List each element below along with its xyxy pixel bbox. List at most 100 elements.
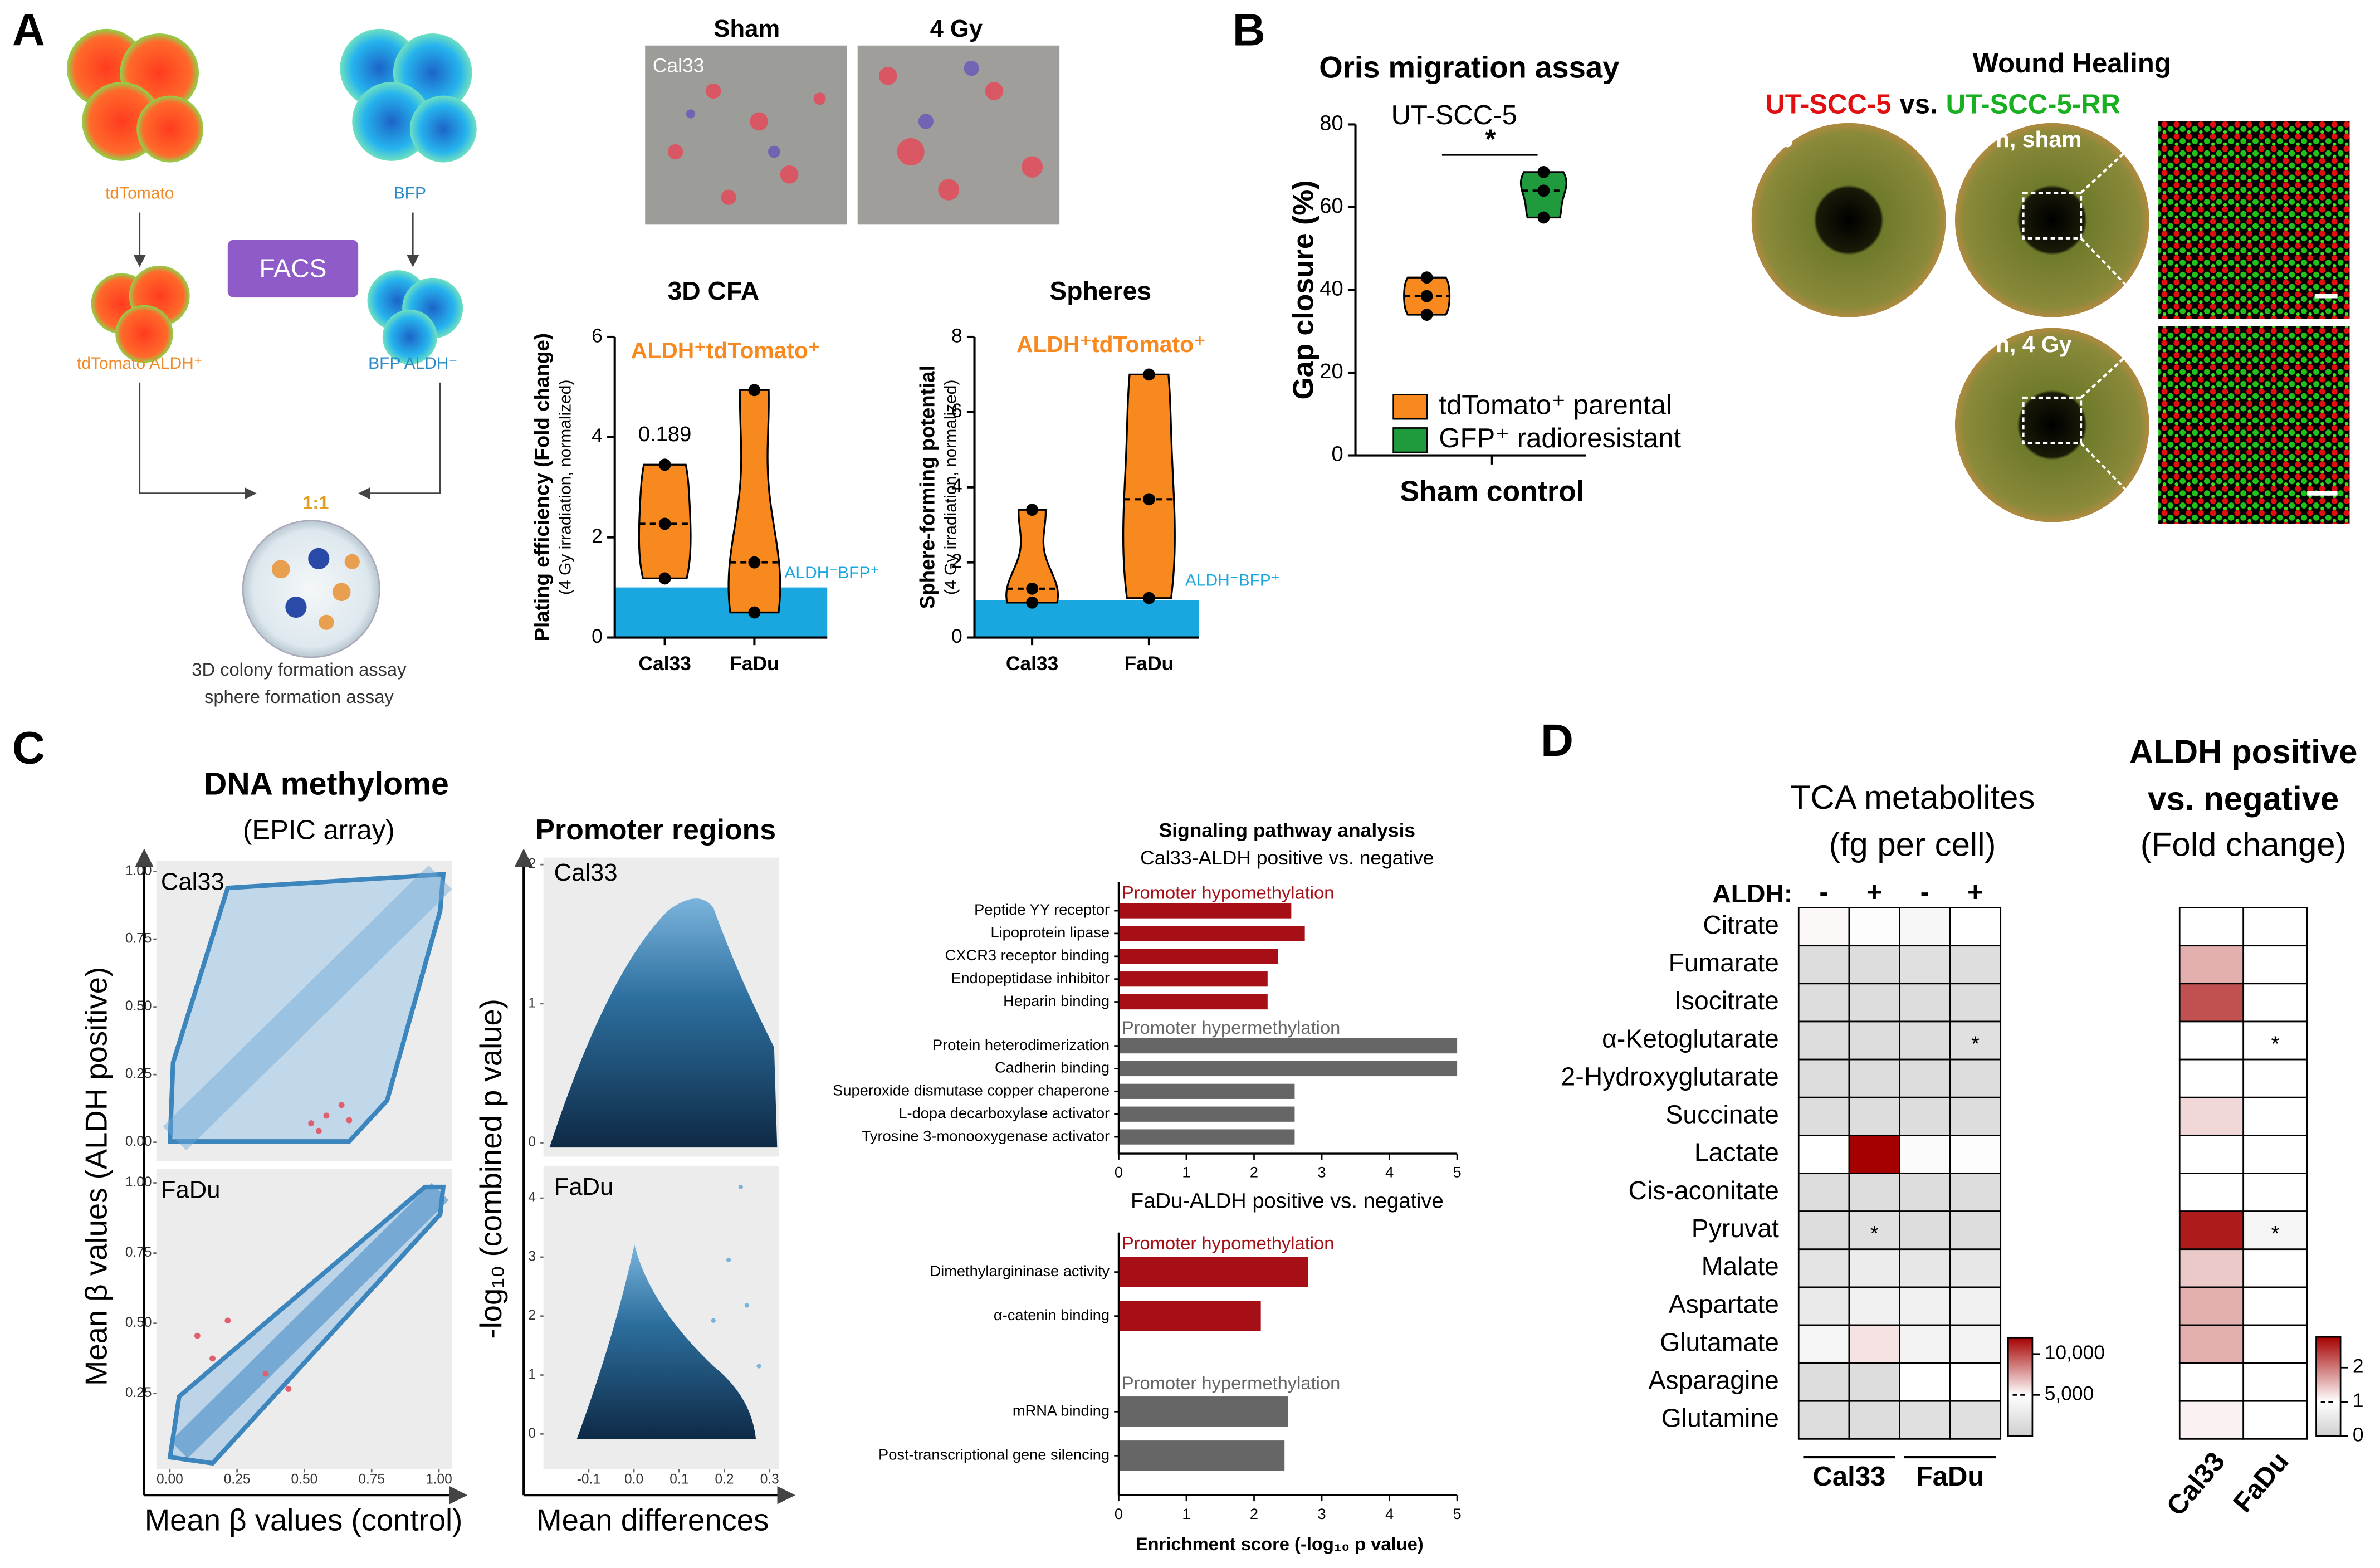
heatmap-cell bbox=[1899, 1210, 1951, 1251]
heatmap-cell bbox=[1899, 1173, 1951, 1212]
image-title: 4 Gy bbox=[930, 16, 983, 42]
data-point bbox=[1143, 368, 1155, 381]
heatmap-cell bbox=[1899, 1248, 1951, 1288]
group-label: Promoter hypomethylation bbox=[1122, 1233, 1335, 1253]
category-label: Endopeptidase inhibitor bbox=[951, 969, 1110, 986]
cell-cluster-blue bbox=[367, 270, 463, 365]
x-tick-label: 3 bbox=[1317, 1505, 1326, 1522]
y-tick-label: 2 bbox=[592, 525, 603, 547]
heatmap-cell bbox=[1848, 1362, 1900, 1402]
y-axis-label: (4 Gy irradiation, normalized) bbox=[556, 380, 574, 595]
x-tick-label: 0 bbox=[1115, 1164, 1123, 1181]
heatmap-cell bbox=[1949, 1248, 2002, 1288]
arrow bbox=[139, 382, 257, 500]
data-point bbox=[1420, 309, 1433, 321]
y-tick-label: 0.25 bbox=[125, 1385, 152, 1400]
x-tick-label: 2 bbox=[1250, 1164, 1258, 1181]
image-label: d 0 bbox=[1761, 126, 1793, 152]
zoom-box bbox=[2022, 192, 2083, 240]
heatmap-cell bbox=[1899, 907, 1951, 947]
bar bbox=[1118, 1396, 1288, 1427]
annotation: ALDH⁺tdTomato⁺ bbox=[1016, 331, 1206, 357]
colorbar-label: 1 bbox=[2353, 1389, 2364, 1411]
image-label: 24 h, sham bbox=[1964, 126, 2081, 152]
y-tick-label: 0.50 bbox=[125, 1315, 152, 1330]
y-tick-label: 6 bbox=[592, 324, 603, 346]
y-tick-label: 3 bbox=[528, 1249, 536, 1264]
category-label: Protein heterodimerization bbox=[932, 1036, 1110, 1053]
y-tick-label: 60 bbox=[1319, 194, 1343, 218]
y-tick-label: 80 bbox=[1319, 111, 1343, 135]
bar bbox=[1118, 903, 1292, 919]
bar bbox=[1118, 1083, 1295, 1099]
category-label: Peptide YY receptor bbox=[974, 901, 1110, 918]
row-label: Succinate bbox=[1665, 1100, 1778, 1129]
y-tick-label: 4 bbox=[528, 1190, 536, 1205]
x-tick-label: FaDu bbox=[1125, 652, 1174, 675]
y-tick-label: 4 bbox=[951, 475, 962, 497]
panel-title: FaDu-ALDH positive vs. negative bbox=[1131, 1189, 1444, 1213]
panel-label: FaDu bbox=[554, 1174, 614, 1200]
column-header: ALDH: bbox=[1712, 879, 1792, 908]
highlight-points bbox=[308, 1102, 353, 1134]
data-point bbox=[748, 384, 761, 397]
x-tick-label: -0.1 bbox=[577, 1472, 600, 1487]
cell-cluster-red bbox=[91, 265, 190, 363]
baseline-label: ALDH⁻BFP⁺ bbox=[1185, 571, 1280, 590]
image-label: Cal33 bbox=[653, 54, 705, 76]
bar bbox=[1118, 1301, 1261, 1331]
heatmap-cell bbox=[2242, 1058, 2308, 1098]
bar bbox=[1118, 1129, 1295, 1145]
annotation: ALDH⁺tdTomato⁺ bbox=[631, 338, 820, 363]
heatmap-cell bbox=[2242, 1134, 2308, 1174]
heatmap-cell bbox=[1949, 1173, 2002, 1212]
heatmap-cell bbox=[2178, 1286, 2245, 1326]
legend-label: GFP⁺ radioresistant bbox=[1439, 423, 1681, 453]
heatmap-cell bbox=[2178, 1134, 2245, 1174]
panel-label: Cal33 bbox=[554, 859, 618, 886]
label: tdTomato ALDH⁺ bbox=[77, 354, 203, 373]
label: BFP bbox=[394, 184, 426, 203]
cells bbox=[668, 61, 1043, 205]
highlight-points bbox=[194, 1317, 292, 1392]
column-label: - bbox=[1819, 877, 1828, 907]
y-tick-label: 1 bbox=[528, 1367, 536, 1382]
heatmap-cell bbox=[1949, 1286, 2002, 1326]
heatmap-cell bbox=[1949, 983, 2002, 1023]
label: 1:1 bbox=[302, 492, 329, 512]
scatter-points bbox=[711, 1184, 761, 1369]
heatmap-cell bbox=[1848, 1058, 1900, 1098]
heatmap-cell bbox=[1797, 1096, 1850, 1136]
chart-title: vs. negative bbox=[2148, 780, 2339, 818]
y-tick-label: 0 bbox=[1332, 442, 1343, 466]
bar bbox=[1118, 994, 1268, 1010]
y-tick-label: 6 bbox=[951, 399, 962, 422]
row-label: Citrate bbox=[1703, 910, 1778, 939]
cell-cluster-red bbox=[66, 28, 204, 163]
legend-swatch bbox=[1392, 394, 1428, 420]
label: BFP ALDH⁻ bbox=[368, 354, 457, 373]
bar bbox=[1118, 926, 1305, 941]
data-point bbox=[1537, 165, 1550, 178]
y-axis-label: Mean β values (ALDH positive) bbox=[80, 967, 114, 1386]
chart-title: 3D CFA bbox=[667, 276, 759, 305]
x-tick-label: Cal33 bbox=[1006, 652, 1058, 675]
y-tick-label: 0 bbox=[528, 1135, 536, 1150]
heatmap-cell bbox=[1848, 1096, 1900, 1136]
panel-letter: A bbox=[12, 5, 45, 56]
chart-title: Promoter regions bbox=[536, 813, 776, 846]
heatmap-cell bbox=[1949, 945, 2002, 985]
panel-label: FaDu bbox=[161, 1177, 221, 1204]
well bbox=[1954, 123, 2149, 317]
category-label: Dimethylargininase activity bbox=[930, 1262, 1110, 1279]
panel-letter: D bbox=[1541, 715, 1573, 766]
bar bbox=[1118, 1257, 1308, 1287]
heatmap-cell bbox=[1797, 1286, 1850, 1326]
x-tick-label: 0.75 bbox=[358, 1472, 385, 1487]
heatmap-cell bbox=[2242, 1210, 2308, 1251]
y-tick-label: 20 bbox=[1319, 359, 1343, 383]
y-tick-label: 1.00 bbox=[125, 863, 152, 878]
heatmap-cell bbox=[1797, 983, 1850, 1023]
y-tick-label: 0.75 bbox=[125, 1245, 152, 1260]
heatmap-cell bbox=[1949, 1058, 2002, 1098]
